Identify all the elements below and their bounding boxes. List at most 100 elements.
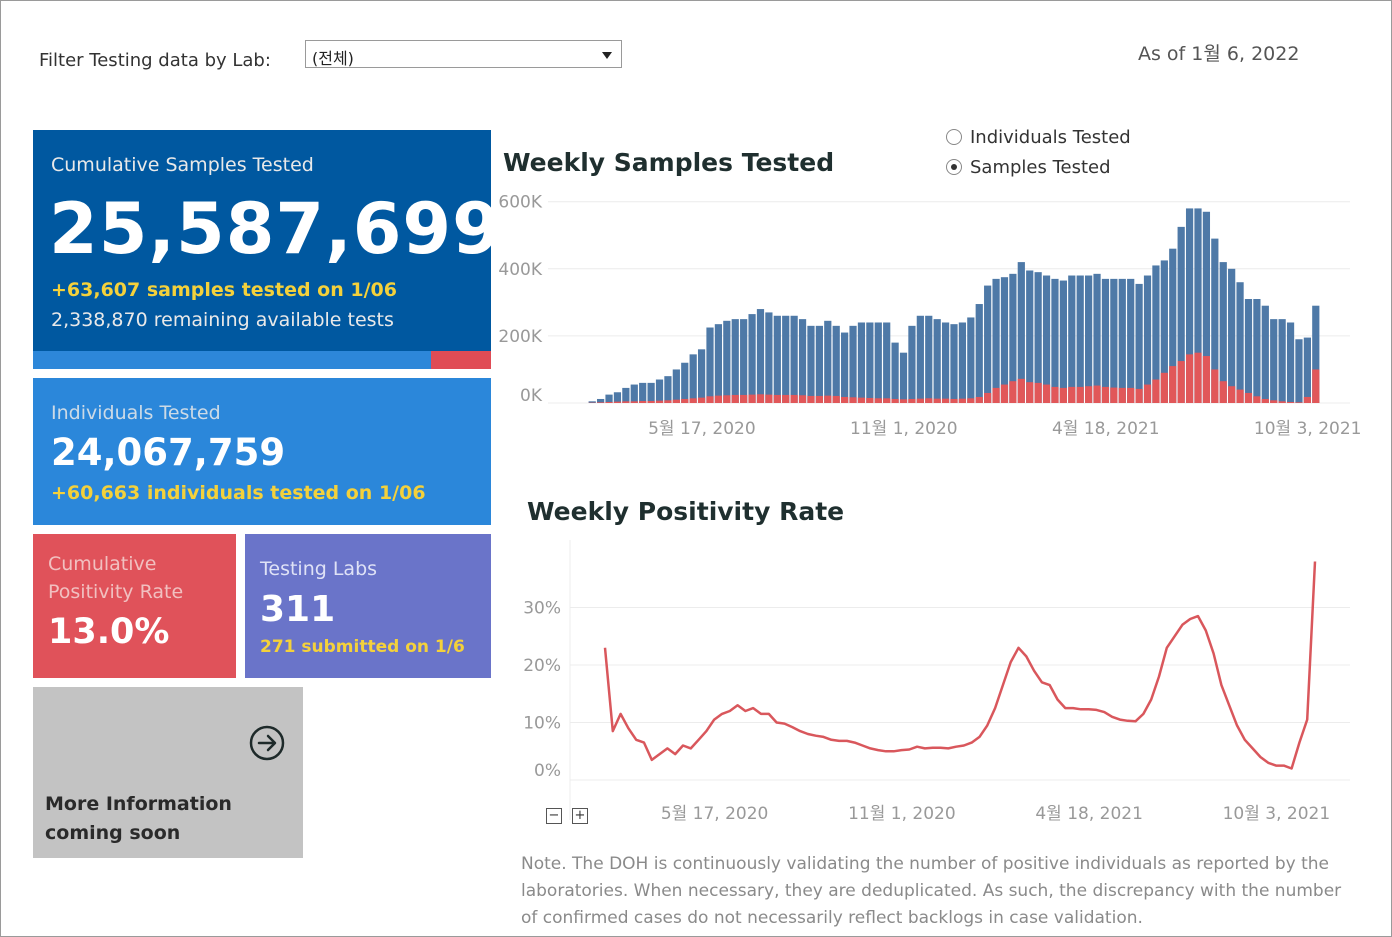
radio-individuals[interactable]: Individuals Tested <box>946 127 1131 148</box>
bar-samples[interactable] <box>807 325 815 403</box>
bar-positive[interactable] <box>1127 387 1135 403</box>
bar-samples[interactable] <box>1278 319 1286 403</box>
bar-positive[interactable] <box>1219 381 1227 403</box>
bar-samples[interactable] <box>773 315 781 403</box>
bar-samples[interactable] <box>1228 268 1236 403</box>
bar-positive[interactable] <box>967 398 975 403</box>
bar-positive[interactable] <box>891 398 899 403</box>
bar-samples[interactable] <box>874 322 882 403</box>
bar-positive[interactable] <box>1278 401 1286 403</box>
bar-positive[interactable] <box>1177 361 1185 403</box>
bar-samples[interactable] <box>588 401 596 403</box>
bar-samples[interactable] <box>891 342 899 403</box>
bar-positive[interactable] <box>1051 386 1059 403</box>
bar-positive[interactable] <box>857 397 866 403</box>
bar-samples[interactable] <box>1236 282 1244 403</box>
bar-positive[interactable] <box>731 394 739 403</box>
bar-positive[interactable] <box>992 387 1000 403</box>
bar-positive[interactable] <box>723 395 731 403</box>
bar-positive[interactable] <box>1244 392 1253 403</box>
bar-samples[interactable] <box>1034 272 1042 403</box>
bar-samples[interactable] <box>672 369 680 403</box>
bar-samples[interactable] <box>748 314 756 403</box>
bar-positive[interactable] <box>1253 396 1261 403</box>
bar-samples[interactable] <box>1303 337 1311 403</box>
bar-positive[interactable] <box>1085 386 1093 403</box>
bar-samples[interactable] <box>765 312 773 403</box>
radio-samples-icon[interactable] <box>946 159 962 175</box>
bar-samples[interactable] <box>782 315 790 403</box>
bar-positive[interactable] <box>908 398 916 403</box>
bar-positive[interactable] <box>798 395 807 403</box>
bar-positive[interactable] <box>933 398 941 403</box>
bar-positive[interactable] <box>1042 384 1051 403</box>
bar-samples[interactable] <box>1042 275 1051 403</box>
bar-samples[interactable] <box>697 349 706 403</box>
bar-samples[interactable] <box>1270 319 1278 403</box>
bar-samples[interactable] <box>714 324 723 403</box>
bar-positive[interactable] <box>1017 378 1025 403</box>
bar-positive[interactable] <box>1160 372 1168 403</box>
bar-positive[interactable] <box>706 396 714 403</box>
radio-individuals-icon[interactable] <box>946 129 962 145</box>
bar-samples[interactable] <box>824 320 832 403</box>
bar-positive[interactable] <box>1236 389 1244 403</box>
bar-samples[interactable] <box>689 354 697 403</box>
bar-samples[interactable] <box>1068 275 1076 403</box>
bar-samples[interactable] <box>1185 208 1194 403</box>
bar-positive[interactable] <box>756 394 765 403</box>
bar-samples[interactable] <box>899 352 908 403</box>
bar-samples[interactable] <box>916 315 924 403</box>
bar-positive[interactable] <box>1261 398 1269 403</box>
bar-samples[interactable] <box>1085 275 1093 403</box>
bar-positive[interactable] <box>647 400 655 403</box>
bar-samples[interactable] <box>1017 262 1025 403</box>
bar-positive[interactable] <box>1135 388 1143 403</box>
bar-samples[interactable] <box>925 315 933 403</box>
bar-positive[interactable] <box>672 399 680 403</box>
arrow-circle-right-icon[interactable] <box>249 725 285 761</box>
bar-positive[interactable] <box>630 401 638 403</box>
bar-samples[interactable] <box>630 384 638 403</box>
bar-samples[interactable] <box>1253 299 1261 403</box>
expand-icon[interactable]: + <box>572 808 588 824</box>
bar-samples[interactable] <box>613 392 622 403</box>
bar-samples[interactable] <box>1000 277 1009 403</box>
more-information-card[interactable]: More Information coming soon <box>33 687 303 858</box>
bar-samples[interactable] <box>622 387 630 403</box>
bar-positive[interactable] <box>1286 401 1295 403</box>
bar-positive[interactable] <box>681 398 689 403</box>
bar-positive[interactable] <box>1000 384 1009 403</box>
bar-positive[interactable] <box>1101 386 1110 403</box>
bar-positive[interactable] <box>714 395 723 403</box>
bar-samples[interactable] <box>1219 262 1227 403</box>
bar-samples[interactable] <box>731 319 739 403</box>
bar-positive[interactable] <box>597 402 605 403</box>
bar-samples[interactable] <box>984 285 992 403</box>
bar-positive[interactable] <box>613 401 622 403</box>
bar-samples[interactable] <box>958 322 967 403</box>
bar-samples[interactable] <box>1143 275 1152 403</box>
bar-samples[interactable] <box>1009 273 1017 403</box>
bar-samples[interactable] <box>908 325 916 403</box>
bar-samples[interactable] <box>1295 339 1303 403</box>
bar-samples[interactable] <box>1261 305 1269 403</box>
bar-positive[interactable] <box>1303 396 1311 403</box>
bar-samples[interactable] <box>1051 278 1059 403</box>
bar-positive[interactable] <box>1202 356 1211 403</box>
bar-positive[interactable] <box>655 400 664 403</box>
bar-samples[interactable] <box>740 319 748 403</box>
lab-filter-select[interactable]: (전체) <box>305 40 622 68</box>
bar-samples[interactable] <box>664 376 672 403</box>
bar-positive[interactable] <box>866 397 874 403</box>
bar-positive[interactable] <box>664 400 672 403</box>
bar-samples[interactable] <box>756 309 765 403</box>
bar-samples[interactable] <box>975 304 983 403</box>
radio-samples[interactable]: Samples Tested <box>946 157 1111 178</box>
bar-positive[interactable] <box>1076 386 1084 403</box>
bar-positive[interactable] <box>622 401 630 403</box>
bar-samples[interactable] <box>1059 280 1067 403</box>
bar-positive[interactable] <box>975 396 983 403</box>
bar-samples[interactable] <box>706 327 714 403</box>
bar-positive[interactable] <box>748 394 756 403</box>
